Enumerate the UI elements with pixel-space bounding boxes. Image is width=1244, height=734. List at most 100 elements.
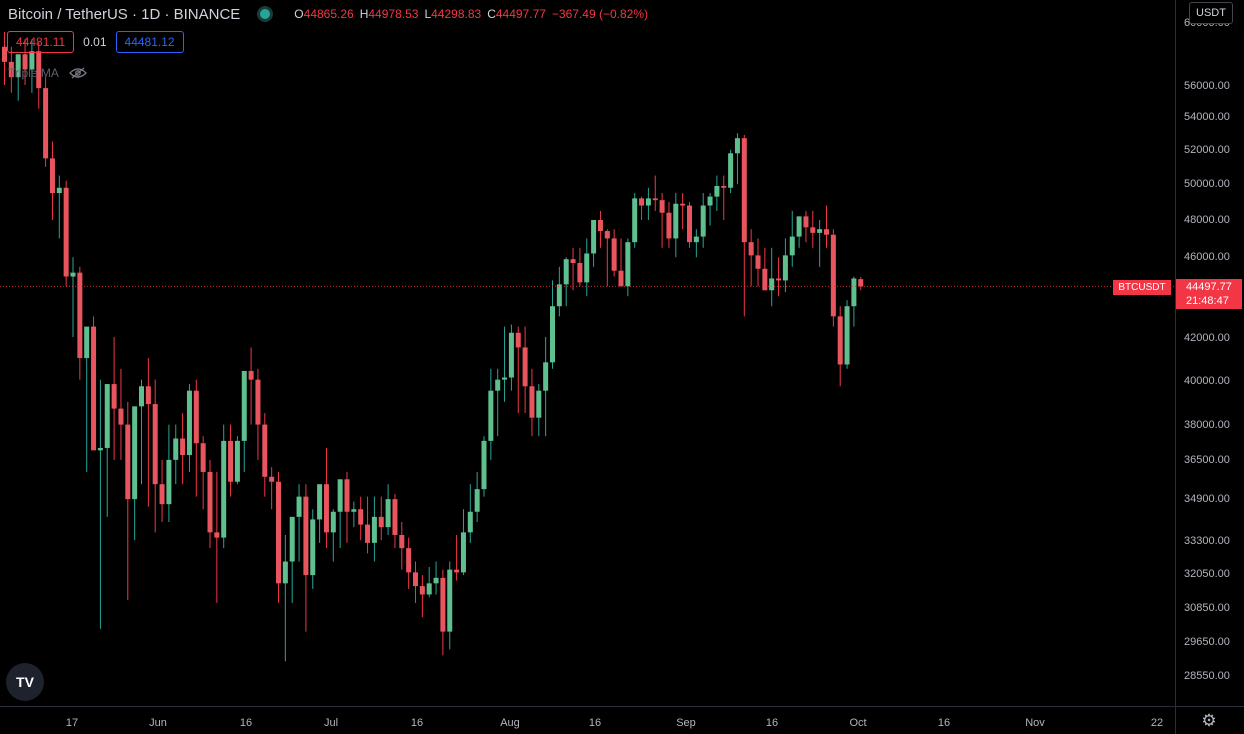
candle-body [2,46,7,62]
candle-body [488,390,494,441]
buy-button[interactable]: 44481.12 [115,31,184,53]
candle-body [241,370,247,441]
candle-body [673,203,679,239]
candle-body [536,390,542,418]
candle-body [563,259,569,285]
sell-button[interactable]: 44481.11 [7,31,75,53]
candle-body [419,586,425,595]
candle-body [97,447,103,451]
candle-body [413,572,418,587]
time-tick-label: Nov [1025,717,1045,729]
candle-body [255,379,261,425]
candle-body [289,516,295,562]
price-tick-label: 28550.00 [1184,670,1230,682]
candle-body [145,386,151,405]
candle-body [49,158,55,194]
candle-body [707,196,713,206]
candle-body [728,153,734,188]
candle-body [152,404,158,485]
candle-body [214,532,220,538]
candle-body [817,229,823,233]
candle-body [433,577,439,584]
candle-body [632,198,638,243]
quote-row: 44481.11 0.01 44481.12 [7,31,184,53]
price-tick-label: 52000.00 [1184,144,1230,156]
candle-body [741,138,747,243]
candle-body [344,479,350,512]
symbol-price-label: BTCUSDT [1113,280,1171,295]
candle-body [837,316,843,365]
candle-body [618,270,624,287]
price-tick-label: 38000.00 [1184,419,1230,431]
price-tick-label: 34900.00 [1184,493,1230,505]
price-tick-label: 30850.00 [1184,602,1230,614]
candle-body [604,231,610,239]
eye-off-icon[interactable] [68,67,87,79]
candle-body [323,484,329,533]
bar-countdown: 21:48:47 [1186,295,1229,307]
price-tick-label: 46000.00 [1184,251,1230,263]
candle-body [104,384,110,448]
time-tick-label: 16 [766,717,778,729]
candle-body [543,362,549,391]
time-tick-label: Jun [149,717,167,729]
currency-button[interactable]: USDT [1189,2,1233,24]
candle-body [70,272,76,277]
candle-body [844,306,850,365]
candle-body [454,569,460,573]
high-label: H [359,7,369,21]
open-value: 44865.26 [303,7,354,21]
candle-body [173,438,179,460]
candle-body [666,212,672,239]
price-tick-label: 36500.00 [1184,454,1230,466]
candle-body [714,186,720,197]
candle-body [228,440,234,482]
time-tick-label: 16 [240,717,252,729]
candle-body [474,489,480,512]
candle-body [371,516,377,543]
candle-body [440,577,446,632]
open-label: O [294,7,304,21]
candle-body [358,509,364,525]
candle-body [303,496,309,576]
time-tick-label: 17 [66,717,78,729]
candle-body [56,187,62,194]
candle-body [221,440,227,538]
candle-body [276,481,281,584]
candle-body [282,561,288,584]
candle-body [652,198,658,201]
candle-body [262,424,268,477]
candle-body [810,227,816,233]
price-tick-label: 56000.00 [1184,80,1230,92]
symbol-title[interactable]: Bitcoin / TetherUS · 1D · BINANCE [8,5,241,23]
indicator-legend[interactable]: Triple MA [8,66,87,80]
candle-body [467,511,473,533]
candle-body [337,479,343,512]
candle-body [180,438,186,456]
candle-body [193,390,199,444]
gear-icon[interactable]: ⚙ [1201,711,1217,730]
time-tick-label: 16 [589,717,601,729]
candle-body [762,268,768,291]
candle-body [8,61,14,78]
indicator-label: Triple MA [8,66,59,80]
price-tick-label: 48000.00 [1184,214,1230,226]
candle-body [200,443,206,472]
tradingview-logo-icon[interactable]: TV [6,663,44,701]
candle-body [645,198,651,206]
candle-body [91,326,97,451]
candle-body [782,255,788,281]
time-tick-label: 16 [938,717,950,729]
candle-body [508,332,514,378]
candle-body [851,278,857,307]
candle-body [63,187,69,277]
candle-body [687,205,692,243]
candle-body [570,259,576,264]
candle-body [611,238,617,271]
high-value: 44978.53 [368,7,419,21]
price-tick-label: 29650.00 [1184,636,1230,648]
candle-body [776,278,782,281]
candle-body [111,384,117,409]
candle-body [858,279,864,287]
